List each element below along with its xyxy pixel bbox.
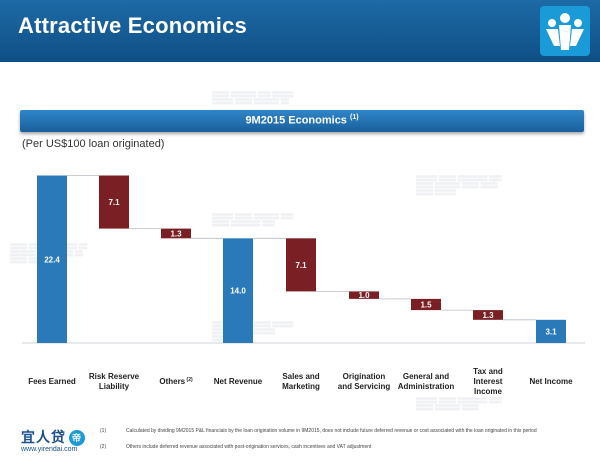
- chart-subtitle: (Per US$100 loan originated): [22, 138, 165, 150]
- watermark-text: ▒▒▒▒▒ ▒▒▒▒ ▒▒▒▒▒▒▒ ▒▒▒ ▒▒▒▒ ▒▒▒▒▒▒ ▒▒▒▒: [416, 398, 502, 411]
- data-label: 3.1: [545, 327, 557, 336]
- data-label: 7.1: [295, 261, 307, 270]
- category-label: Net Revenue: [214, 377, 263, 386]
- header-bar: Attractive Economics: [0, 0, 600, 62]
- category-label: Fees Earned: [28, 377, 76, 386]
- bar-decrease: [99, 175, 129, 229]
- chart-title: 9M2015 Economics: [245, 114, 347, 127]
- category-label: Sales and: [282, 372, 319, 381]
- category-label: Marketing: [282, 382, 320, 391]
- category-label: Income: [474, 387, 503, 396]
- data-label: 7.1: [108, 198, 120, 207]
- brand-name: 宜人贷: [21, 429, 66, 445]
- bar-total: [536, 319, 566, 343]
- watermark-text: ▒▒▒▒▒ ▒▒▒▒ ▒▒▒▒▒▒▒ ▒▒▒ ▒▒▒▒ ▒▒▒▒▒▒ ▒▒▒▒ ▒…: [416, 176, 502, 196]
- footnote-2-number: (2): [100, 444, 107, 450]
- brand-url: www.yirendai.com: [21, 446, 78, 453]
- brand-badge: 帝: [69, 430, 85, 447]
- yirendai-people-logo-icon: [540, 6, 590, 56]
- category-label: Others (2): [159, 377, 193, 386]
- category-label: General and: [403, 372, 449, 381]
- data-label: 1.3: [170, 229, 182, 238]
- bar-decrease: [473, 310, 503, 320]
- footnote-ref: (1): [350, 114, 359, 121]
- footnote-1-text: Calculated by dividing 9M2015 P&L financ…: [126, 428, 537, 434]
- data-label: 22.4: [44, 255, 60, 264]
- category-label: Risk Reserve: [89, 372, 140, 381]
- category-label: Liability: [99, 382, 130, 391]
- category-label: Administration: [398, 382, 455, 391]
- data-label: 1.3: [482, 311, 494, 320]
- bar-decrease: [286, 238, 316, 292]
- watermark-text: ▒▒▒▒ ▒▒▒▒▒▒ ▒▒▒ ▒▒▒▒▒ ▒▒▒▒▒ ▒▒▒▒ ▒▒▒▒▒▒ ▒…: [212, 92, 294, 105]
- bar-total: [37, 175, 67, 343]
- data-label: 1.0: [358, 291, 370, 300]
- chart-title-banner: 9M2015 Economics (1): [20, 110, 584, 132]
- bar-total: [223, 238, 253, 343]
- footnote-2-text: Others include deferred revenue associat…: [126, 444, 372, 450]
- slide-title: Attractive Economics: [18, 13, 247, 38]
- data-label: 14.0: [230, 287, 246, 296]
- category-label: Origination: [343, 372, 386, 381]
- bar-decrease: [349, 291, 379, 299]
- watermark-text: ▒▒▒▒▒ ▒▒▒▒ ▒▒▒▒▒▒ ▒▒▒ ▒▒▒▒ ▒▒▒▒▒▒▒ ▒▒▒: [212, 214, 294, 227]
- category-label: and Servicing: [338, 382, 391, 391]
- category-footnote-ref: (2): [185, 377, 193, 383]
- data-label: 1.5: [420, 300, 432, 309]
- bar-decrease: [161, 228, 191, 239]
- category-label: Net Income: [529, 377, 573, 386]
- footnote-1-number: (1): [100, 428, 107, 434]
- category-label: Interest: [474, 377, 503, 386]
- brand-logo: 宜人贷帝: [21, 427, 85, 447]
- bar-decrease: [411, 298, 441, 311]
- category-label: Tax and: [473, 367, 503, 376]
